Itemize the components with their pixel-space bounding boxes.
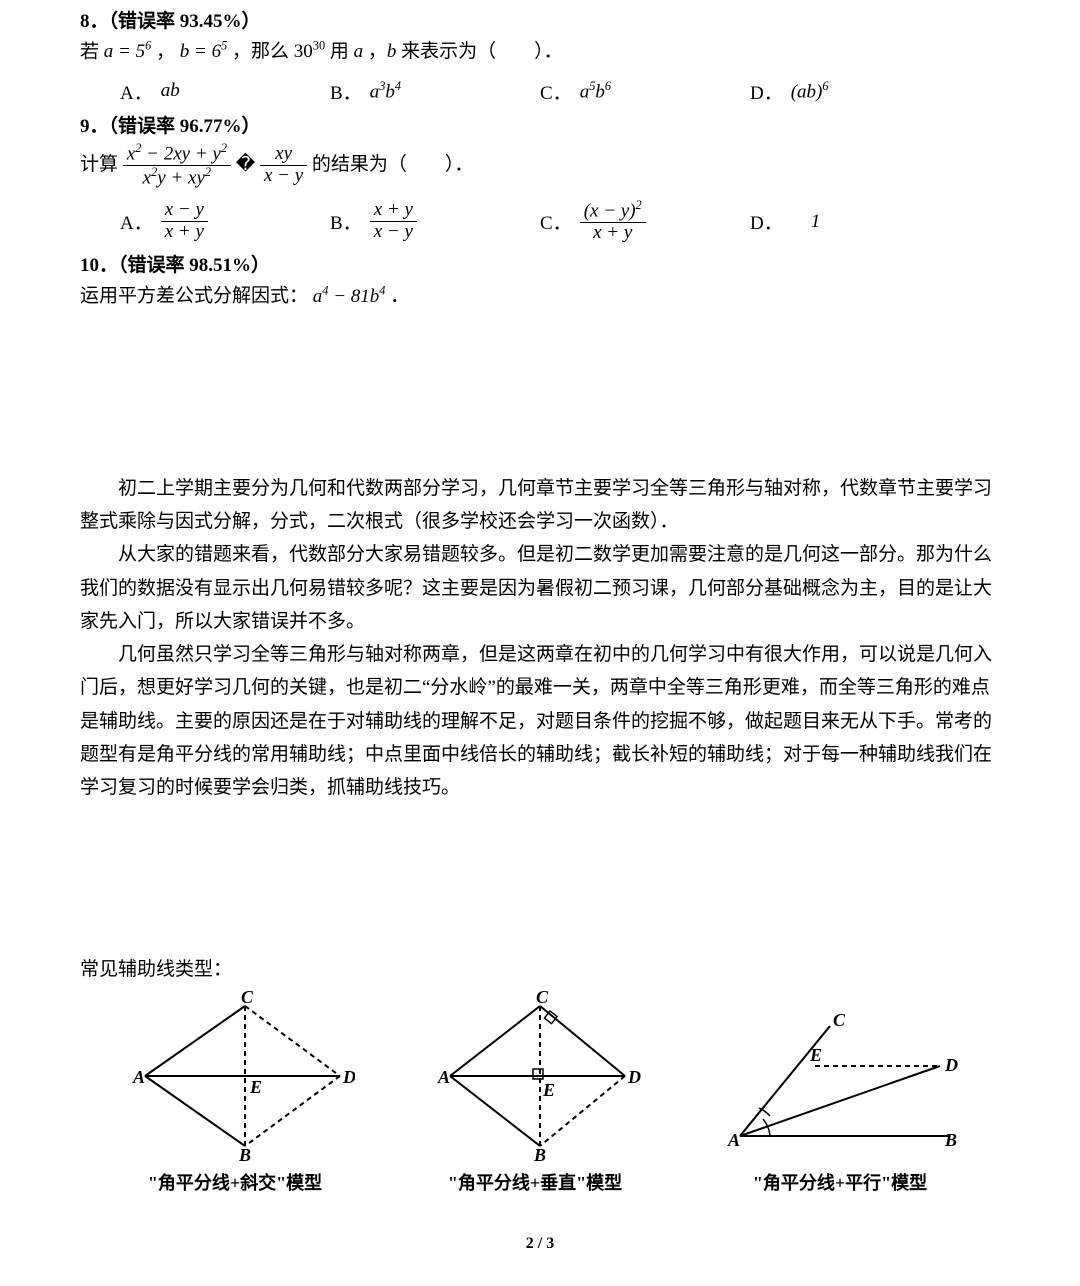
- q8-mid: ，那么 3030 用 a ，b 来表示为（ ）．: [232, 41, 563, 62]
- q8-body: 若 a = 56 ， b = 65 ，那么 3030 用 a ，b 来表示为（ …: [80, 37, 1000, 68]
- d2-label-e: E: [542, 1080, 555, 1100]
- aux-line-subhead: 常见辅助线类型：: [80, 954, 1000, 981]
- para-3: 几何虽然只学习全等三角形与轴对称两章，但是这两章在初中的几何学习中有很大作用，可…: [80, 638, 1000, 804]
- q9-opt-c-label: C．: [540, 208, 572, 235]
- d2-label-d: D: [627, 1067, 641, 1087]
- d3-label-a: A: [727, 1130, 740, 1150]
- q8-opt-a-val: ab: [161, 80, 180, 102]
- q8-opt-d-val: (ab)6: [791, 79, 829, 103]
- d3-label-d: D: [944, 1055, 958, 1075]
- para-1: 初二上学期主要分为几何和代数两部分学习，几何章节主要学习全等三角形与轴对称，代数…: [80, 472, 1000, 539]
- explanation-paragraphs: 初二上学期主要分为几何和代数两部分学习，几何章节主要学习全等三角形与轴对称，代数…: [80, 472, 1000, 805]
- d2-label-b: B: [533, 1145, 546, 1161]
- q10-body: 运用平方差公式分解因式： a4 − 81b4 ．: [80, 281, 1000, 312]
- q9-opt-a-label: A．: [120, 208, 153, 235]
- page-number: 2 / 3: [80, 1235, 1000, 1253]
- q8-opt-d-label: D．: [750, 78, 783, 105]
- q9-frac1: x2 − 2xy + y2 x2y + xy2: [123, 142, 231, 189]
- q9-prefix: 计算: [80, 154, 123, 175]
- q8-eq1: a = 56: [104, 41, 152, 62]
- q8-options: A． ab B． a3b4 C． a5b6 D． (ab)6: [120, 78, 1000, 105]
- q9-opt-d-val: 1: [811, 211, 821, 233]
- q8-opt-b-label: B．: [330, 78, 362, 105]
- q9-options: A． x − yx + y B． x + yx − y C． (x − y)2x…: [120, 199, 1000, 244]
- q8-prefix: 若: [80, 41, 104, 62]
- para-2: 从大家的错题来看，代数部分大家易错题较多。但是初二数学更加需要注意的是几何这一部…: [80, 538, 1000, 638]
- diagrams-row: A B C D E "角平分线+斜交"模型: [80, 991, 1000, 1195]
- page: 8．（错误率 93.45%） 若 a = 56 ， b = 65 ，那么 303…: [0, 6, 1080, 1286]
- q8-opt-b: B． a3b4: [330, 78, 540, 105]
- d1-label-d: D: [342, 1067, 355, 1087]
- q8-opt-d: D． (ab)6: [750, 78, 960, 105]
- q8-opt-c: C． a5b6: [540, 78, 750, 105]
- q9-opt-c-val: (x − y)2x + y: [580, 199, 646, 244]
- d3-label-b: B: [944, 1130, 957, 1150]
- q8-sep1: ，: [156, 41, 175, 62]
- q9-body: 计算 x2 − 2xy + y2 x2y + xy2 � xy x − y 的结…: [80, 142, 1000, 189]
- q9-opt-a-val: x − yx + y: [161, 200, 208, 243]
- q8-opt-c-label: C．: [540, 78, 572, 105]
- q9-opt-c: C． (x − y)2x + y: [540, 199, 750, 244]
- q8-opt-b-val: a3b4: [370, 79, 401, 103]
- d1-label-c: C: [241, 991, 254, 1007]
- d2-label-a: A: [437, 1067, 450, 1087]
- q9-opt-b: B． x + yx − y: [330, 199, 540, 244]
- diagram-2-svg: A B C D E: [425, 991, 645, 1161]
- d1-label-a: A: [132, 1067, 145, 1087]
- q9-frac2: xy x − y: [260, 144, 307, 187]
- q8-header: 8．（错误率 93.45%）: [80, 6, 1000, 33]
- diagram-2: A B C D E "角平分线+垂直"模型: [425, 991, 645, 1195]
- diagram-1-svg: A B C D E: [115, 991, 355, 1161]
- q9-div: �: [236, 154, 260, 175]
- q9-suffix: 的结果为（ ）．: [312, 154, 474, 175]
- q9-opt-b-val: x + yx − y: [370, 200, 417, 243]
- d3-label-e: E: [809, 1045, 822, 1065]
- q9-header: 9．（错误率 96.77%）: [80, 111, 1000, 138]
- q9-opt-d-label: D．: [750, 208, 783, 235]
- q8-opt-a-label: A．: [120, 78, 153, 105]
- d3-label-c: C: [833, 1011, 846, 1030]
- d1-label-e: E: [249, 1077, 262, 1097]
- diagram-3-svg: A B C D E: [715, 1011, 965, 1161]
- d1-label-b: B: [238, 1145, 251, 1161]
- q9-opt-a: A． x − yx + y: [120, 199, 330, 244]
- d2-label-c: C: [536, 991, 549, 1007]
- q8-opt-a: A． ab: [120, 78, 330, 105]
- q9-opt-d: D． 1: [750, 199, 960, 244]
- q8-opt-c-val: a5b6: [580, 79, 611, 103]
- q9-opt-b-label: B．: [330, 208, 362, 235]
- diagram-1: A B C D E "角平分线+斜交"模型: [115, 991, 355, 1195]
- diagram-1-caption: "角平分线+斜交"模型: [115, 1169, 355, 1195]
- q8-eq2: b = 65: [180, 41, 228, 62]
- diagram-3: A B C D E "角平分线+平行"模型: [715, 1011, 965, 1195]
- diagram-3-caption: "角平分线+平行"模型: [715, 1169, 965, 1195]
- q10-header: 10．（错误率 98.51%）: [80, 250, 1000, 277]
- diagram-2-caption: "角平分线+垂直"模型: [425, 1169, 645, 1195]
